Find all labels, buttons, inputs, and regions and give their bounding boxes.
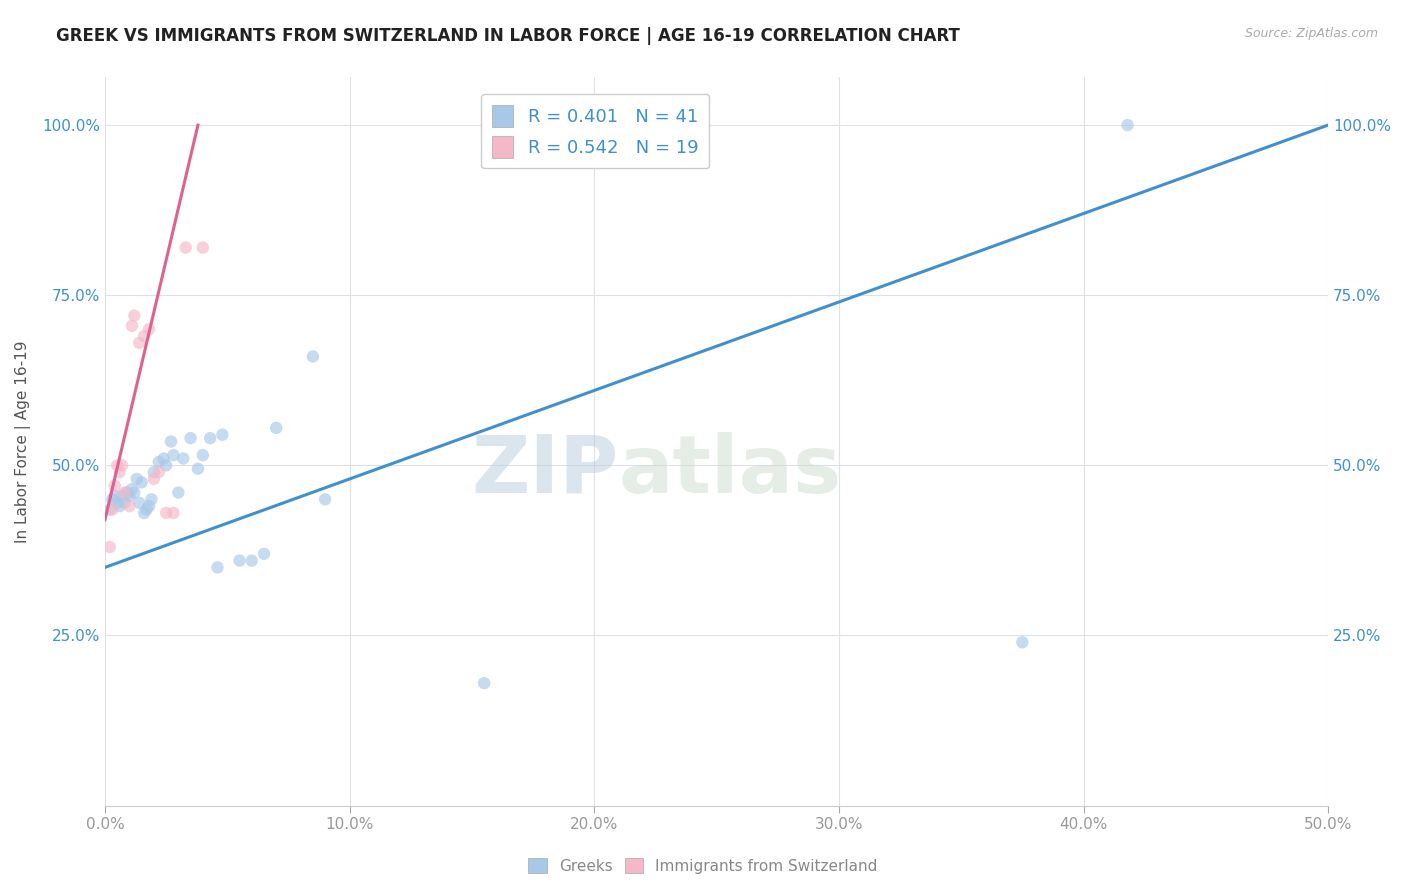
Point (142, 465, 165, 479)
Point (142, 472, 165, 486)
Text: Source: ZipAtlas.com: Source: ZipAtlas.com (1244, 27, 1378, 40)
Point (228, 553, 250, 567)
Point (314, 492, 336, 507)
Point (111, 458, 134, 473)
Point (152, 451, 174, 466)
Point (148, 465, 170, 479)
Point (131, 475, 153, 490)
Point (114, 496, 136, 510)
Legend: Greeks, Immigrants from Switzerland: Greeks, Immigrants from Switzerland (522, 852, 884, 880)
Point (155, 458, 177, 473)
Point (108, 465, 131, 479)
Point (118, 489, 141, 503)
Point (211, 427, 233, 442)
Point (128, 496, 150, 510)
Point (105, 458, 128, 473)
Point (198, 431, 221, 445)
Point (114, 485, 136, 500)
Point (1116, 118, 1139, 132)
Point (101, 492, 124, 507)
Point (138, 322, 160, 336)
Point (141, 492, 163, 507)
Point (191, 241, 214, 255)
Text: GREEK VS IMMIGRANTS FROM SWITZERLAND IN LABOR FORCE | AGE 16-19 CORRELATION CHAR: GREEK VS IMMIGRANTS FROM SWITZERLAND IN … (56, 27, 960, 45)
Point (98, 540, 121, 554)
Point (124, 485, 146, 500)
Text: ZIP: ZIP (471, 432, 619, 509)
Point (121, 318, 143, 333)
Point (240, 553, 263, 567)
Point (472, 676, 495, 690)
Point (253, 547, 276, 561)
Point (111, 489, 134, 503)
Point (302, 350, 325, 364)
Point (172, 451, 194, 466)
Point (148, 455, 170, 469)
Point (105, 496, 128, 510)
Legend: R = 0.401   N = 41, R = 0.542   N = 19: R = 0.401 N = 41, R = 0.542 N = 19 (481, 94, 710, 169)
Point (162, 448, 184, 462)
Point (115, 485, 138, 500)
Point (128, 335, 150, 350)
Point (135, 502, 157, 516)
Point (191, 448, 214, 462)
Point (180, 431, 202, 445)
Point (174, 241, 197, 255)
Y-axis label: In Labor Force | Age 16-19: In Labor Force | Age 16-19 (15, 340, 31, 542)
Point (104, 479, 127, 493)
Point (101, 502, 124, 516)
Point (162, 506, 184, 520)
Point (104, 489, 127, 503)
Point (124, 309, 146, 323)
Point (132, 506, 155, 520)
Point (121, 482, 143, 496)
Point (138, 499, 160, 513)
Point (187, 461, 209, 475)
Point (118, 499, 141, 513)
Point (98, 502, 121, 516)
Point (160, 434, 183, 449)
Point (125, 472, 148, 486)
Point (1011, 635, 1033, 649)
Text: atlas: atlas (619, 432, 842, 509)
Point (132, 329, 155, 343)
Point (167, 485, 190, 500)
Point (155, 506, 177, 520)
Point (108, 499, 131, 513)
Point (207, 560, 229, 574)
Point (264, 421, 287, 435)
